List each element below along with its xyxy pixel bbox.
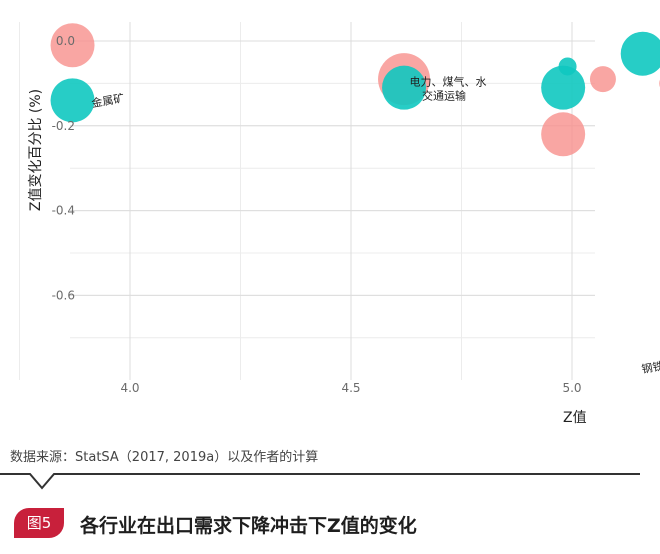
x-tick-label: 4.0 <box>120 381 139 395</box>
bubble-pink <box>589 66 616 93</box>
bubble-label: 电力、煤气、水 <box>410 75 487 89</box>
bubble-teal <box>541 65 586 110</box>
bubble-label: 金属矿 <box>90 91 125 111</box>
title-divider <box>0 473 640 490</box>
x-tick-label: 5.0 <box>562 381 581 395</box>
bubble-pink <box>541 112 586 157</box>
y-tick-label: -0.4 <box>52 204 75 218</box>
x-axis-title: Z值 <box>563 410 587 426</box>
y-tick-label: -0.6 <box>52 288 75 302</box>
bubble-label: 钢铁 <box>641 359 660 376</box>
x-tick-label: 4.5 <box>341 381 360 395</box>
y-axis-title: Z值变化百分比 (%) <box>28 89 44 211</box>
series-teal <box>50 31 660 123</box>
figure-title: 各行业在出口需求下降冲击下Z值的变化 <box>80 515 417 537</box>
bubble-label: 交通运输 <box>422 89 466 103</box>
axis-ticks: 4.04.55.05.56.00.0-0.2-0.4-0.6 <box>52 34 582 395</box>
y-tick-label: 0.0 <box>56 34 75 48</box>
y-tick-label: -0.2 <box>52 119 75 133</box>
bubble-teal <box>558 57 577 76</box>
data-source-note: 数据来源：StatSA（2017, 2019a）以及作者的计算 <box>10 450 319 465</box>
bubble-teal <box>382 65 427 110</box>
figure-badge: 图5 <box>14 508 64 538</box>
bubble-teal <box>620 31 660 76</box>
bubble-pink <box>50 23 95 68</box>
bubble-teal <box>50 78 95 123</box>
